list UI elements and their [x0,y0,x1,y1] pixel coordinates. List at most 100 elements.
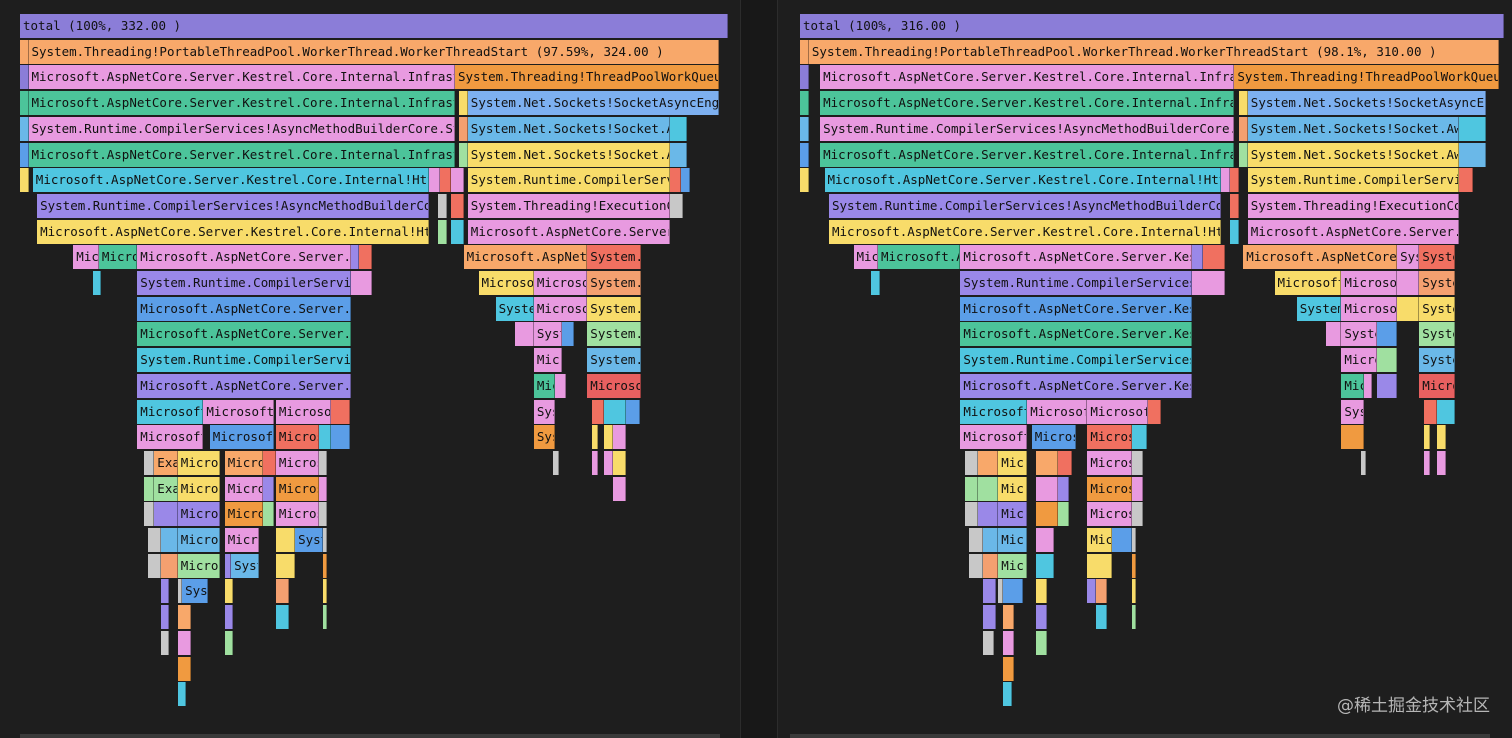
frame-right-112[interactable] [982,553,999,578]
frame-left-39[interactable]: Microsoft.AspNetCore.Server.Kestrel [137,245,351,270]
frame-right-107[interactable] [1036,528,1054,552]
frame-left-53[interactable]: System.Threading [587,296,641,321]
frame-left-77[interactable] [318,425,332,450]
frame-right-127[interactable] [1096,605,1108,630]
frame-right-56[interactable]: System [1419,322,1455,347]
frame-right-96[interactable] [1131,476,1143,501]
frame-left-26[interactable] [670,168,682,193]
frame-right-68[interactable]: Microsoft [1087,399,1148,424]
frame-right-59[interactable] [1377,348,1398,373]
scrollbar-right[interactable] [790,734,1490,738]
frame-left-20[interactable] [20,168,29,193]
frame-left-88[interactable]: Microsoft [275,450,319,475]
frame-right-3[interactable] [800,65,809,90]
frame-right-39[interactable]: System [1419,245,1455,270]
frame-left-120[interactable]: System [231,553,259,578]
frame-right-82[interactable]: Microsoft [998,450,1028,475]
frame-right-8[interactable] [1238,91,1248,116]
frame-right-102[interactable]: Microsoft [1087,502,1132,527]
frame-left-24[interactable] [450,168,464,193]
frame-left-47[interactable]: Microsoft [478,271,534,295]
frame-right-122[interactable] [1096,579,1108,604]
frame-left-45[interactable]: System.Runtime.CompilerServices!AsyncMet… [137,271,351,295]
frame-left-14[interactable] [670,116,688,141]
frame-right-126[interactable] [1036,605,1048,630]
frame-right-115[interactable] [1087,553,1112,578]
frame-right-105[interactable] [982,528,999,552]
frame-left-1[interactable] [20,39,29,64]
frame-left-137[interactable] [177,656,191,681]
frame-right-58[interactable]: Microsoft [1341,348,1377,373]
frame-left-21[interactable]: Microsoft.AspNetCore.Server.Kestrel.Core… [32,168,430,193]
frame-left-12[interactable] [459,116,468,141]
frame-right-29[interactable]: Microsoft.AspNetCore.Server.Kestrel.Core… [829,219,1222,244]
frame-right-97[interactable] [964,502,979,527]
frame-left-110[interactable] [160,528,178,552]
frame-right-119[interactable] [1002,579,1023,604]
frame-right-16[interactable]: Microsoft.AspNetCore.Server.Kestrel.Core… [820,142,1235,167]
frame-left-87[interactable] [263,450,276,475]
frame-left-17[interactable] [459,142,468,167]
frame-right-44[interactable]: Microsoft [1341,271,1398,295]
frame-right-35[interactable] [1192,245,1204,270]
frame-left-81[interactable] [604,425,613,450]
frame-right-93[interactable] [1036,476,1059,501]
frame-left-35[interactable] [450,219,464,244]
frame-right-46[interactable]: System [1419,271,1455,295]
frame-right-81[interactable] [978,450,999,475]
frame-left-3[interactable] [20,65,29,90]
frame-right-64[interactable] [1377,373,1398,398]
frame-right-106[interactable]: Microsoft [998,528,1028,552]
frame-left-89[interactable] [318,450,328,475]
frame-right-100[interactable] [1036,502,1059,527]
frame-left-16[interactable]: Microsoft.AspNetCore.Server.Kestrel.Core… [28,142,455,167]
frame-left-50[interactable]: Microsoft.AspNetCore.Server.Kestrel [137,296,351,321]
frame-right-124[interactable] [982,605,997,630]
frame-right-91[interactable] [978,476,999,501]
frame-left-0[interactable]: total (100%, 332.00 ) [20,14,728,38]
frame-right-48[interactable]: System. [1296,296,1342,321]
frame-left-74[interactable]: Microsoft.AspNet [137,425,204,450]
frame-left-97[interactable]: Microsoft [224,476,264,501]
frame-left-43[interactable]: System.Threading [587,245,641,270]
frame-right-103[interactable] [1131,502,1143,527]
frame-left-118[interactable]: Microsoft [177,553,221,578]
frame-right-88[interactable] [1423,450,1431,475]
frame-left-33[interactable]: Microsoft.AspNetCore.Server.Kestrel.Core… [37,219,430,244]
frame-right-40[interactable] [871,271,881,295]
frame-left-131[interactable] [224,605,234,630]
frame-right-28[interactable]: System.Threading!ExecutionContext [1247,193,1460,218]
frame-left-127[interactable] [275,579,289,604]
frame-left-68[interactable]: Microsoft [275,399,332,424]
frame-right-61[interactable]: Microsoft.AspNetCore.Server.Kestrel [960,373,1193,398]
frame-right-109[interactable] [1111,528,1132,552]
frame-left-132[interactable] [275,605,289,630]
frame-left-67[interactable]: Microsoft.AspNet [203,399,274,424]
frame-left-65[interactable]: Microsoft [587,373,641,398]
frame-right-5[interactable]: System.Threading!ThreadPoolWorkQueue [1234,65,1500,90]
frame-right-108[interactable]: Microsoft [1087,528,1112,552]
frame-left-9[interactable]: System.Net.Sockets!SocketAsyncEngine [467,91,720,116]
frame-left-83[interactable] [143,450,155,475]
frame-left-58[interactable]: System.Runtime [587,322,641,347]
frame-left-19[interactable] [670,142,688,167]
frame-right-85[interactable]: Microsoft [1087,450,1132,475]
frame-left-101[interactable] [612,476,626,501]
frame-left-49[interactable]: System.Threading [587,271,641,295]
frame-left-69[interactable] [331,399,351,424]
frame-left-25[interactable]: System.Runtime.CompilerServices!AsyncMet… [467,168,671,193]
frame-left-48[interactable]: Microsoft [533,271,588,295]
frame-left-71[interactable] [591,399,605,424]
frame-left-23[interactable] [440,168,451,193]
frame-left-107[interactable]: Microsoft [275,502,319,527]
frame-left-51[interactable]: System. [495,296,534,321]
frame-left-126[interactable] [224,579,234,604]
frame-right-0[interactable]: total (100%, 316.00 ) [800,14,1504,38]
frame-right-9[interactable]: System.Net.Sockets!SocketAsyncEngine [1247,91,1487,116]
frame-left-56[interactable]: System [533,322,562,347]
frame-left-91[interactable] [591,450,598,475]
frame-right-6[interactable] [800,91,809,116]
frame-right-31[interactable]: Microsoft.AspNetCore.Server.Kestrel [1247,219,1460,244]
frame-right-43[interactable]: Microsoft [1274,271,1342,295]
frame-left-108[interactable] [318,502,328,527]
